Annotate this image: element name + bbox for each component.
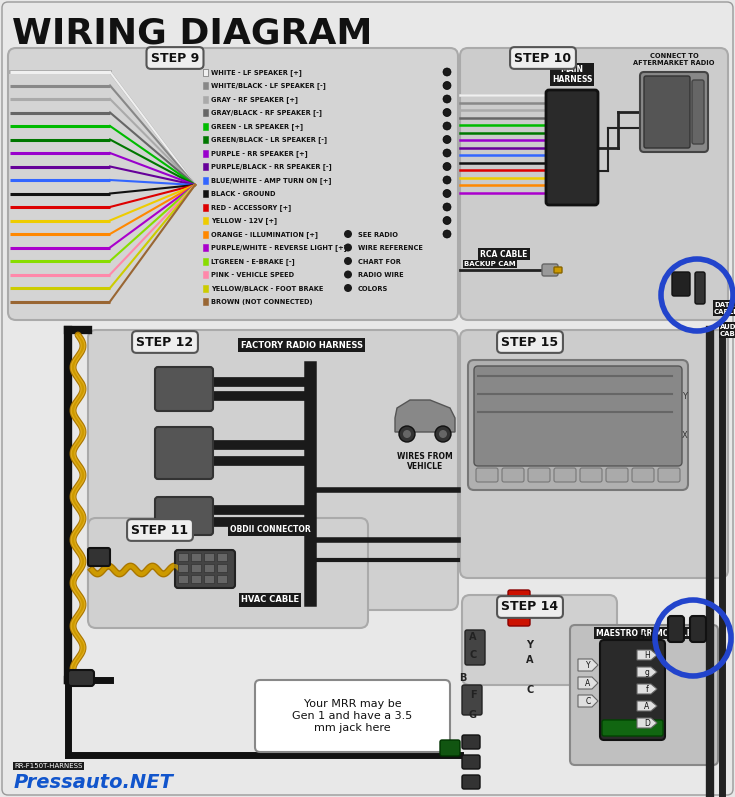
Text: RADIO WIRE: RADIO WIRE: [358, 272, 404, 278]
FancyBboxPatch shape: [502, 468, 524, 482]
Bar: [203, 163, 208, 170]
Text: ORANGE - ILLUMINATION [+]: ORANGE - ILLUMINATION [+]: [211, 231, 318, 238]
Circle shape: [443, 163, 451, 171]
FancyBboxPatch shape: [632, 468, 654, 482]
Circle shape: [443, 230, 451, 238]
Text: WIRE REFERENCE: WIRE REFERENCE: [358, 245, 423, 251]
Text: CHART FOR: CHART FOR: [358, 258, 401, 265]
FancyBboxPatch shape: [690, 616, 706, 642]
Text: DATA
CABLE: DATA CABLE: [714, 301, 735, 315]
Bar: [191, 575, 201, 583]
Polygon shape: [637, 684, 657, 694]
Bar: [203, 230, 208, 238]
Text: Y: Y: [526, 640, 534, 650]
FancyBboxPatch shape: [606, 468, 628, 482]
FancyBboxPatch shape: [644, 76, 690, 148]
Text: SEE RADIO: SEE RADIO: [358, 231, 398, 238]
Text: RED - ACCESSORY [+]: RED - ACCESSORY [+]: [211, 204, 291, 211]
Bar: [217, 564, 227, 572]
Text: PINK - VEHICLE SPEED: PINK - VEHICLE SPEED: [211, 272, 294, 278]
Text: A: A: [645, 702, 650, 711]
Polygon shape: [578, 695, 598, 707]
FancyBboxPatch shape: [68, 670, 94, 686]
Text: STEP 15: STEP 15: [501, 336, 559, 348]
Polygon shape: [395, 400, 455, 432]
Circle shape: [443, 108, 451, 116]
Circle shape: [443, 95, 451, 103]
Circle shape: [439, 430, 447, 438]
FancyBboxPatch shape: [658, 468, 680, 482]
FancyBboxPatch shape: [88, 548, 110, 566]
FancyBboxPatch shape: [554, 267, 562, 273]
Text: PURPLE - RR SPEAKER [+]: PURPLE - RR SPEAKER [+]: [211, 150, 308, 157]
Text: GREEN - LR SPEAKER [+]: GREEN - LR SPEAKER [+]: [211, 123, 303, 130]
Text: G: G: [469, 710, 477, 720]
Text: H: H: [636, 632, 644, 642]
Bar: [203, 217, 208, 224]
Circle shape: [443, 149, 451, 157]
Bar: [203, 136, 208, 143]
Text: WIRING DIAGRAM: WIRING DIAGRAM: [12, 16, 373, 50]
FancyBboxPatch shape: [440, 740, 460, 756]
Text: X: X: [682, 431, 688, 440]
FancyBboxPatch shape: [468, 360, 688, 490]
Text: PURPLE/BLACK - RR SPEAKER [-]: PURPLE/BLACK - RR SPEAKER [-]: [211, 163, 331, 171]
Text: COLORS: COLORS: [358, 285, 388, 292]
Bar: [203, 109, 208, 116]
Bar: [203, 203, 208, 210]
Bar: [203, 123, 208, 129]
FancyBboxPatch shape: [155, 427, 213, 479]
Circle shape: [399, 426, 415, 442]
Polygon shape: [637, 667, 657, 677]
Bar: [178, 553, 188, 561]
FancyBboxPatch shape: [602, 720, 663, 736]
Text: BLACK - GROUND: BLACK - GROUND: [211, 191, 276, 197]
Bar: [203, 271, 208, 278]
Text: RCA CABLE: RCA CABLE: [480, 249, 528, 258]
Text: GRAY - RF SPEAKER [+]: GRAY - RF SPEAKER [+]: [211, 96, 298, 103]
Bar: [217, 575, 227, 583]
FancyBboxPatch shape: [155, 367, 213, 411]
FancyBboxPatch shape: [508, 612, 530, 626]
Bar: [203, 82, 208, 89]
Text: STEP 12: STEP 12: [137, 336, 193, 348]
Text: Pressauto.NET: Pressauto.NET: [14, 772, 174, 791]
FancyBboxPatch shape: [640, 72, 708, 152]
Circle shape: [443, 122, 451, 130]
FancyBboxPatch shape: [672, 272, 690, 296]
Bar: [203, 285, 208, 292]
Text: Y: Y: [682, 392, 687, 401]
Polygon shape: [578, 659, 598, 671]
Polygon shape: [578, 677, 598, 689]
Text: H: H: [644, 651, 650, 660]
Circle shape: [443, 176, 451, 184]
Text: STEP 11: STEP 11: [132, 524, 189, 536]
Text: f: f: [645, 685, 648, 694]
Text: HVAC CABLE: HVAC CABLE: [241, 595, 299, 604]
Bar: [191, 564, 201, 572]
Text: g: g: [645, 668, 650, 677]
Text: YELLOW/BLACK - FOOT BRAKE: YELLOW/BLACK - FOOT BRAKE: [211, 285, 323, 292]
FancyBboxPatch shape: [88, 330, 458, 610]
Text: BLUE/WHITE - AMP TURN ON [+]: BLUE/WHITE - AMP TURN ON [+]: [211, 177, 331, 184]
Polygon shape: [637, 701, 657, 711]
Polygon shape: [637, 718, 657, 728]
FancyBboxPatch shape: [542, 264, 558, 276]
Text: RR-F150T-HARNESS: RR-F150T-HARNESS: [14, 763, 82, 769]
Text: MAESTRO RR MODULE: MAESTRO RR MODULE: [596, 629, 692, 638]
FancyBboxPatch shape: [460, 330, 728, 578]
Bar: [203, 298, 208, 305]
Circle shape: [443, 81, 451, 89]
Text: C: C: [585, 697, 591, 706]
Bar: [203, 176, 208, 183]
Circle shape: [344, 244, 352, 252]
FancyBboxPatch shape: [462, 685, 482, 715]
FancyBboxPatch shape: [570, 625, 718, 765]
Circle shape: [443, 68, 451, 76]
FancyBboxPatch shape: [580, 468, 602, 482]
Circle shape: [344, 284, 352, 292]
Circle shape: [435, 426, 451, 442]
Bar: [178, 575, 188, 583]
Circle shape: [443, 217, 451, 225]
